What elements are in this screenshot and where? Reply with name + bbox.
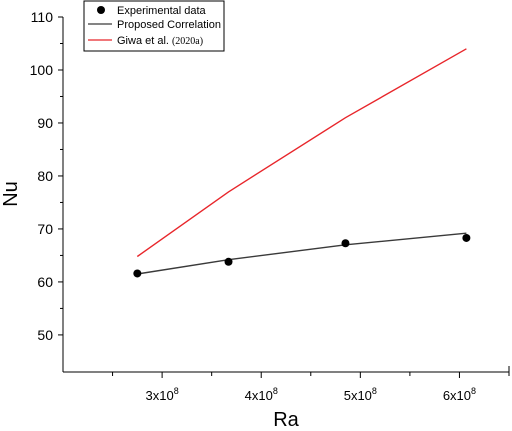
experimental-data-point — [462, 233, 471, 242]
x-tick-label: 4x108 — [245, 386, 278, 403]
legend-label-giwa: Giwa et al. (2020a) — [117, 35, 203, 47]
x-tick-label: 5x108 — [344, 386, 377, 403]
x-tick-label-base: 6x10 — [443, 388, 471, 403]
x-tick-label-exponent: 8 — [471, 386, 476, 396]
y-axis-ticks: 50 60 70 80 90 100 110 — [30, 9, 63, 343]
legend-label-experimental: Experimental data — [117, 5, 207, 17]
series-lines — [136, 48, 467, 275]
experimental-data-point — [341, 239, 350, 248]
y-axis-label: Nu — [0, 181, 22, 207]
y-tick-label: 80 — [37, 168, 53, 184]
giwa-correlation-line — [136, 48, 467, 258]
legend-box — [83, 0, 225, 52]
y-tick-label: 110 — [31, 9, 54, 25]
legend: Experimental data Proposed Correlation G… — [83, 0, 225, 52]
experimental-data-point — [224, 257, 233, 266]
x-tick-label-base: 4x10 — [245, 388, 273, 403]
y-tick-label: 70 — [37, 221, 53, 237]
x-tick-label-base: 5x10 — [344, 388, 372, 403]
y-tick-label: 90 — [37, 115, 53, 131]
experimental-data-point — [133, 269, 142, 278]
x-axis-ticks: 3x108 4x108 5x108 6x108 — [112, 372, 510, 403]
y-tick-label: 100 — [30, 62, 54, 78]
x-tick-label: 3x108 — [146, 386, 179, 403]
proposed-correlation-line — [137, 232, 467, 275]
y-tick-label: 50 — [37, 327, 53, 343]
x-axis-label: Ra — [273, 409, 299, 431]
y-tick-label: 60 — [37, 274, 53, 290]
legend-marker-experimental — [97, 6, 105, 14]
series-markers — [133, 233, 471, 278]
legend-label-proposed: Proposed Correlation — [117, 19, 221, 31]
x-tick-label-exponent: 8 — [174, 386, 179, 396]
legend-label-giwa-name: Giwa et al. — [117, 35, 169, 47]
legend-label-giwa-year: (2020a) — [172, 36, 203, 47]
x-tick-label-exponent: 8 — [273, 386, 278, 396]
x-tick-label: 6x108 — [443, 386, 476, 403]
x-tick-label-exponent: 8 — [372, 386, 377, 396]
x-tick-label-base: 3x10 — [146, 388, 174, 403]
